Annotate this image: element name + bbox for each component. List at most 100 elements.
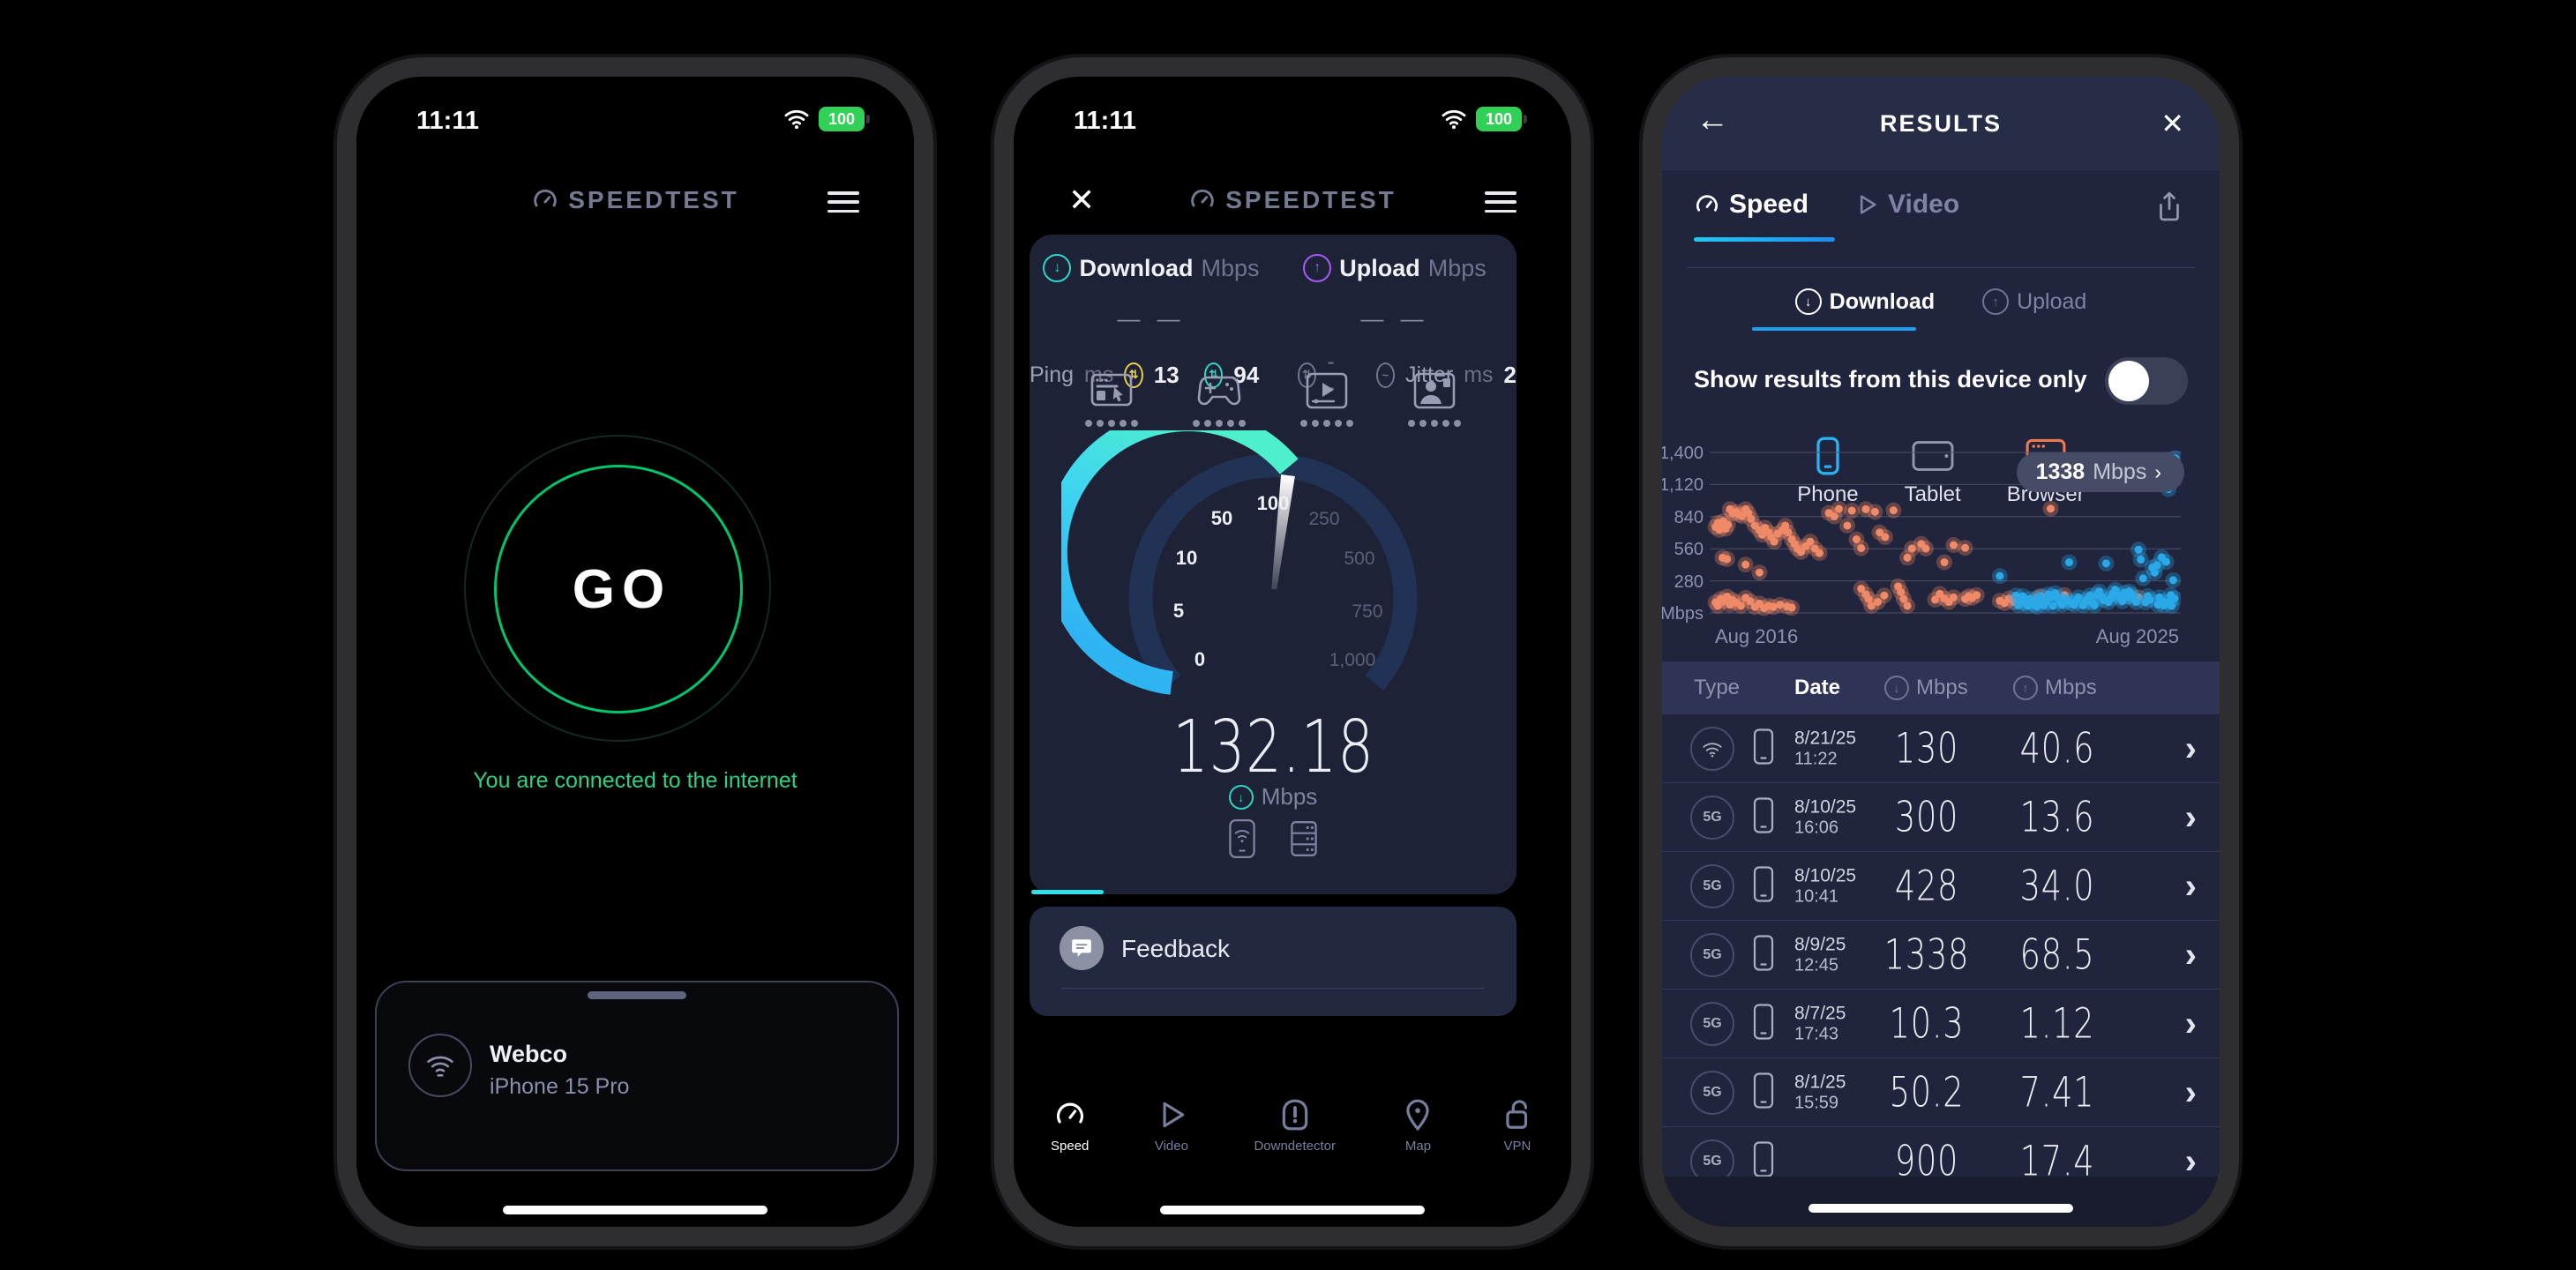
chart-point[interactable] [1713, 601, 1722, 610]
chart-point[interactable] [1861, 504, 1870, 513]
home-indicator[interactable] [1808, 1204, 2073, 1213]
chevron-right-icon[interactable]: › [2184, 797, 2197, 837]
back-button[interactable]: ← [1696, 101, 1729, 138]
home-indicator[interactable] [503, 1206, 768, 1214]
chart-point[interactable] [1781, 521, 1790, 530]
network-card[interactable]: Webco iPhone 15 Pro [375, 981, 899, 1171]
nav-speed[interactable]: Speed [1051, 1098, 1089, 1172]
chart-point[interactable] [1996, 572, 2004, 580]
chevron-right-icon[interactable]: › [2184, 935, 2197, 975]
chart-point[interactable] [1784, 528, 1793, 537]
chart-point[interactable] [1907, 544, 1916, 553]
chart-point[interactable] [1747, 514, 1756, 523]
chart-point[interactable] [1736, 601, 1745, 610]
close-test-button[interactable]: ✕ [1068, 182, 1096, 218]
chart-point[interactable] [1889, 506, 1898, 515]
chart-point[interactable] [1755, 568, 1764, 577]
chart-point[interactable] [1876, 528, 1884, 537]
chart-point[interactable] [1776, 601, 1785, 609]
chart-point[interactable] [1737, 512, 1746, 520]
chart-point[interactable] [1903, 553, 1912, 562]
chart-point[interactable] [2162, 557, 2171, 566]
chart-point[interactable] [1949, 593, 1958, 601]
chart-point[interactable] [2047, 504, 2056, 513]
results-history-chart[interactable]: 1338 Mbps › 1,400 1,120 840 560 280 Mbps… [1662, 440, 2184, 705]
chart-point[interactable] [2090, 601, 2099, 609]
menu-button[interactable] [1485, 191, 1516, 213]
device-only-toggle[interactable] [2105, 357, 2188, 405]
chart-point[interactable] [2137, 555, 2145, 564]
nav-map[interactable]: Map [1401, 1098, 1434, 1172]
chart-point[interactable] [1897, 587, 1906, 596]
chevron-right-icon[interactable]: › [2184, 1141, 2197, 1177]
chart-point[interactable] [1758, 530, 1767, 539]
chart-point[interactable] [1744, 509, 1753, 518]
table-row[interactable]: 5G 8/7/25 17:43 10.3 1.12 › [1662, 990, 2220, 1058]
chart-point[interactable] [2011, 591, 2020, 600]
chart-point[interactable] [1940, 558, 1949, 567]
nav-video[interactable]: Video [1155, 1098, 1188, 1172]
chart-point[interactable] [1874, 598, 1883, 607]
chart-point[interactable] [1724, 520, 1733, 529]
chart-point[interactable] [1843, 521, 1852, 530]
home-indicator[interactable] [1160, 1206, 1425, 1214]
feedback-card[interactable]: Feedback [1030, 907, 1516, 1016]
share-icon[interactable] [2154, 190, 2184, 228]
chevron-right-icon[interactable]: › [2184, 1072, 2197, 1112]
table-row[interactable]: 5G 900 17.4 › [1662, 1127, 2220, 1177]
table-row[interactable]: 5G 8/10/25 16:06 300 13.6 › [1662, 783, 2220, 852]
chart-point[interactable] [1903, 601, 1912, 610]
chart-point[interactable] [1835, 504, 1844, 513]
chart-point[interactable] [1847, 506, 1856, 515]
chart-point[interactable] [2101, 559, 2110, 568]
chevron-right-icon[interactable]: › [2184, 866, 2197, 906]
tab-speed[interactable]: Speed [1694, 190, 1808, 220]
go-button[interactable]: GO [494, 465, 743, 713]
chart-point[interactable] [1830, 512, 1838, 521]
chart-point[interactable] [1870, 507, 1879, 516]
download-tab[interactable]: ↓ Download [1794, 288, 1935, 315]
chart-point[interactable] [2170, 594, 2179, 603]
table-row[interactable]: 5G 8/1/25 15:59 50.2 7.41 › [1662, 1058, 2220, 1127]
chart-point[interactable] [1881, 533, 1890, 542]
chart-point[interactable] [1741, 560, 1750, 569]
chart-point[interactable] [1857, 544, 1866, 553]
chart-point[interactable] [2153, 561, 2161, 570]
chart-point[interactable] [1931, 595, 1940, 604]
chart-point[interactable] [2018, 592, 2027, 601]
chart-point[interactable] [2134, 545, 2143, 554]
chart-point[interactable] [2150, 568, 2159, 577]
chart-point[interactable] [1973, 591, 1981, 600]
tab-video[interactable]: Video [1854, 190, 1959, 220]
chart-point[interactable] [2064, 558, 2073, 567]
close-button[interactable]: ✕ [2160, 108, 2184, 139]
chart-point[interactable] [2074, 593, 2083, 601]
chart-point[interactable] [1961, 543, 1970, 552]
chevron-right-icon[interactable]: › [2184, 1004, 2197, 1043]
chart-point[interactable] [1867, 601, 1876, 610]
chart-point[interactable] [2168, 601, 2176, 610]
chart-point[interactable] [1806, 537, 1815, 546]
chart-point[interactable] [1852, 535, 1861, 544]
chart-point[interactable] [2048, 601, 2057, 610]
chart-point[interactable] [1723, 555, 1732, 564]
phone-wifi-icon[interactable] [1224, 818, 1260, 859]
table-row[interactable]: 5G 8/10/25 10:41 428 34.0 › [1662, 852, 2220, 921]
chart-point[interactable] [2138, 574, 2147, 583]
upload-tab[interactable]: ↑ Upload [1982, 288, 2086, 315]
chevron-right-icon[interactable]: › [2184, 728, 2197, 768]
nav-downdetector[interactable]: Downdetector [1254, 1098, 1336, 1172]
chart-point[interactable] [1816, 549, 1824, 557]
filter-phone[interactable]: Phone [1797, 437, 1859, 507]
filter-tablet[interactable]: Tablet [1905, 437, 1961, 507]
drag-handle[interactable] [588, 991, 686, 999]
chart-point[interactable] [2086, 591, 2094, 600]
chart-point[interactable] [1769, 602, 1778, 611]
selected-result-badge[interactable]: 1338 Mbps › [2016, 452, 2184, 492]
chart-point[interactable] [1857, 584, 1866, 593]
table-row[interactable]: 8/21/25 11:22 130 40.6 › [1662, 714, 2220, 783]
chart-point[interactable] [1921, 544, 1930, 553]
chart-point[interactable] [1864, 594, 1873, 603]
chart-point[interactable] [2168, 576, 2177, 585]
chart-point[interactable] [2153, 601, 2162, 609]
